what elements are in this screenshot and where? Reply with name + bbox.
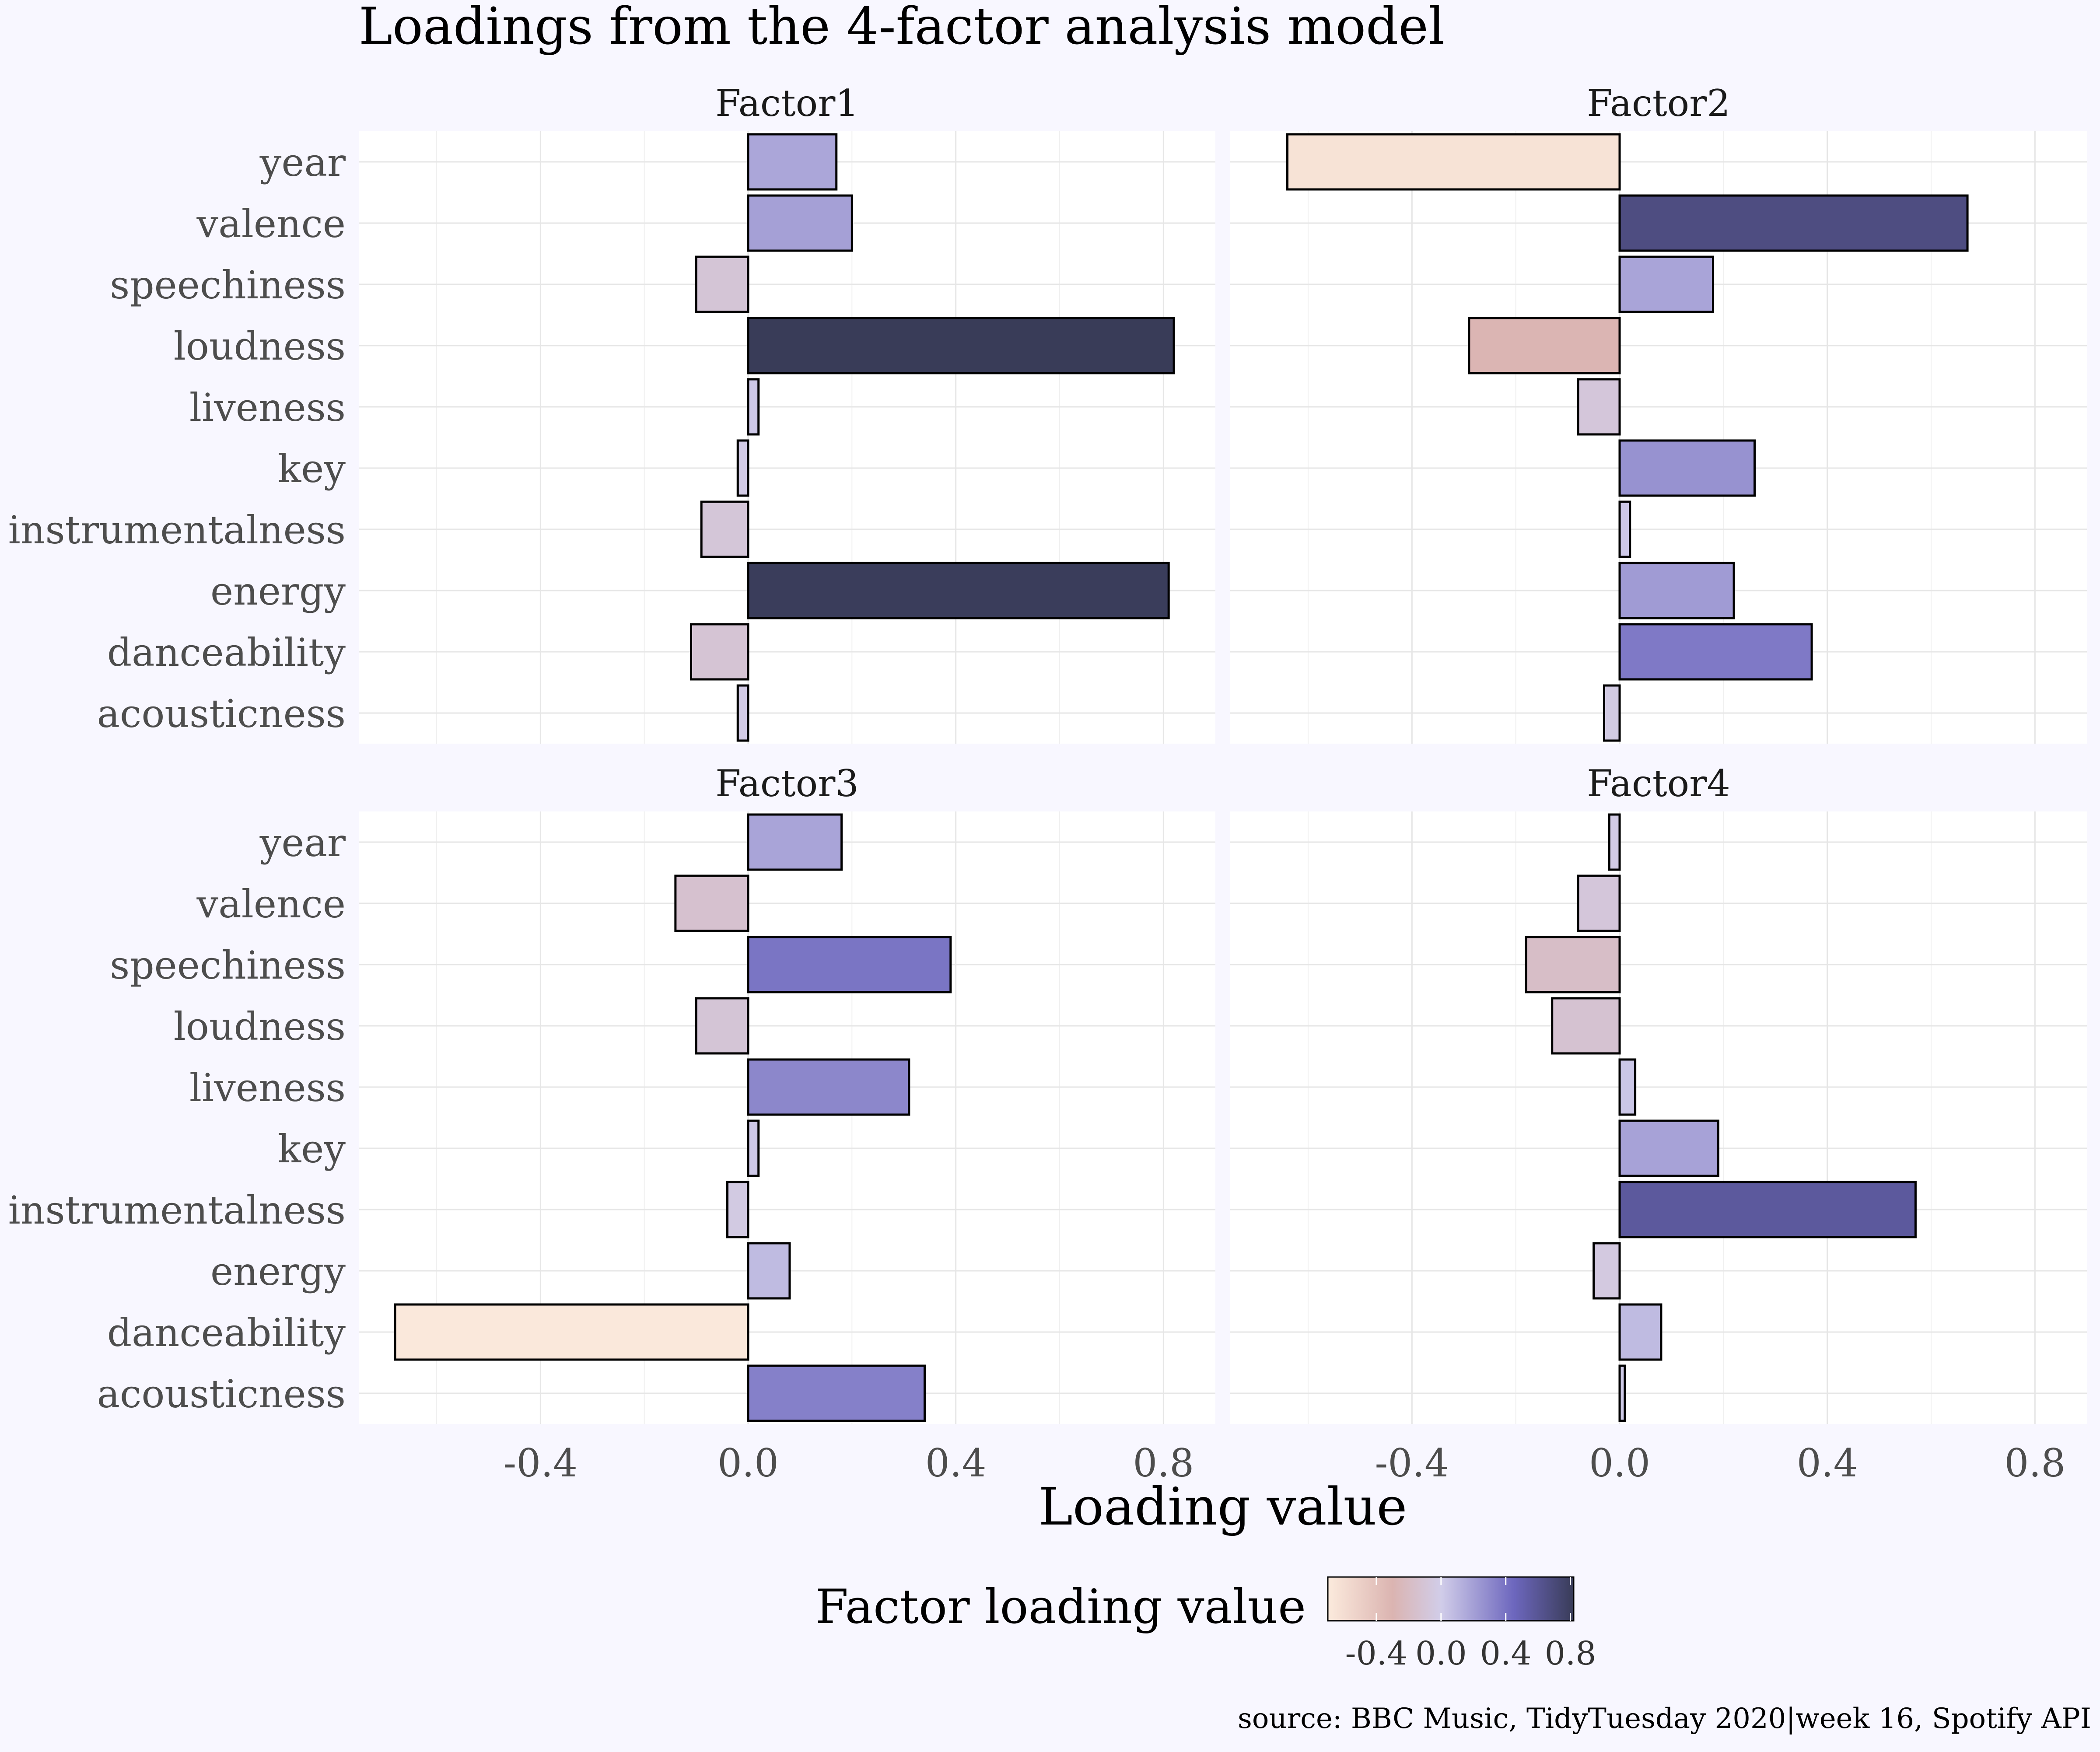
legend-tick-label: -0.4 — [1345, 1635, 1408, 1672]
y-tick-label: loudness — [174, 1004, 346, 1049]
bar-danceability — [1618, 1303, 1662, 1361]
y-tick-label: danceability — [107, 630, 346, 675]
bar-year — [747, 813, 843, 871]
bar-year — [747, 133, 838, 191]
y-tick-label: valence — [196, 881, 346, 927]
bar-liveness — [747, 1058, 910, 1116]
y-tick-label: speechiness — [110, 262, 346, 308]
bar-speechiness — [1618, 255, 1715, 313]
y-tick-label: liveness — [189, 1065, 346, 1110]
bar-loudness — [695, 997, 749, 1055]
y-tick-label: loudness — [174, 324, 346, 369]
x-tick-label: -0.4 — [503, 1441, 578, 1486]
facet-panels: Factor1 year valence speechiness loudness liv… — [8, 82, 2087, 1486]
bar-danceability — [394, 1303, 749, 1361]
bar-speechiness — [1525, 936, 1621, 993]
y-tick-label: energy — [210, 1249, 346, 1294]
legend-tick-label: 0.0 — [1415, 1635, 1467, 1672]
bar-valence — [1618, 194, 1969, 252]
bar-instrumentalness — [726, 1181, 749, 1238]
y-tick-label: key — [278, 446, 346, 491]
bar-instrumentalness — [700, 500, 749, 558]
facet-strip-label: Factor3 — [715, 762, 859, 805]
y-tick-label: acousticness — [97, 1371, 346, 1416]
bar-instrumentalness — [1618, 1181, 1917, 1238]
facet-factor1: Factor1 year valence speechiness loudness liv… — [8, 82, 1215, 744]
facet-factor4: Factor4 -0.4 0.0 0.4 0.8 — [1230, 762, 2087, 1486]
facet-factor2: Factor2 — [1230, 82, 2087, 744]
bar-energy — [1592, 1242, 1621, 1300]
bar-loudness — [1551, 997, 1621, 1055]
y-tick-label: valence — [196, 201, 346, 246]
y-tick-label: year — [259, 820, 346, 865]
bar-valence — [1577, 874, 1621, 932]
bar-danceability — [690, 623, 749, 681]
bar-acousticness — [1618, 1364, 1626, 1422]
legend-tick-label: 0.4 — [1480, 1635, 1532, 1672]
bar-valence — [747, 194, 853, 252]
bar-speechiness — [747, 936, 952, 993]
bar-key — [747, 1119, 760, 1177]
bar-year — [1286, 133, 1621, 191]
bar-loudness — [1468, 317, 1621, 374]
legend-colorbar — [1327, 1576, 1575, 1622]
bar-acousticness — [1603, 684, 1621, 742]
legend-title: Factor loading value — [816, 1580, 1306, 1634]
x-tick-label: 0.0 — [1589, 1441, 1650, 1486]
y-tick-label: liveness — [189, 385, 346, 430]
bar-liveness — [747, 378, 760, 436]
x-axis-title: Loading value — [1039, 1476, 1407, 1537]
bar-key — [1618, 439, 1756, 497]
bar-liveness — [1577, 378, 1621, 436]
bar-acousticness — [747, 1364, 926, 1422]
bar-energy — [747, 562, 1170, 619]
bar-danceability — [1618, 623, 1813, 681]
y-tick-label: energy — [210, 569, 346, 614]
bar-acousticness — [736, 684, 749, 742]
facet-strip-label: Factor1 — [715, 82, 859, 125]
chart-title: Loadings from the 4-factor analysis mode… — [359, 0, 1445, 56]
bar-year — [1608, 813, 1621, 871]
bar-liveness — [1618, 1058, 1637, 1116]
y-tick-label: instrumentalness — [8, 507, 346, 553]
bar-loudness — [747, 317, 1175, 374]
y-tick-label: danceability — [107, 1310, 346, 1355]
x-tick-label: 0.8 — [1133, 1441, 1194, 1486]
bar-key — [1618, 1119, 1719, 1177]
x-tick-label: 0.4 — [1797, 1441, 1858, 1486]
facet-factor3: Factor3 year valence speechiness loudness liv… — [8, 762, 1215, 1486]
y-tick-label: acousticness — [97, 691, 346, 736]
bar-energy — [747, 1242, 791, 1300]
y-tick-label: speechiness — [110, 943, 346, 988]
facet-strip-label: Factor4 — [1587, 762, 1730, 805]
y-tick-label: instrumentalness — [8, 1188, 346, 1233]
bar-speechiness — [695, 255, 749, 313]
x-tick-label: 0.4 — [925, 1441, 987, 1486]
bar-energy — [1618, 562, 1735, 619]
color-legend: -0.4 0.0 0.4 0.8 — [1327, 1576, 1596, 1672]
facet-strip-label: Factor2 — [1587, 82, 1730, 125]
x-tick-label: 0.0 — [718, 1441, 779, 1486]
bar-valence — [674, 874, 749, 932]
y-tick-label: year — [259, 140, 346, 185]
legend-tick-label: 0.8 — [1545, 1635, 1596, 1672]
bar-instrumentalness — [1618, 500, 1631, 558]
bar-key — [736, 439, 749, 497]
y-tick-label: key — [278, 1126, 346, 1171]
x-tick-label: -0.4 — [1375, 1441, 1449, 1486]
x-tick-label: 0.8 — [2004, 1441, 2065, 1486]
caption: source: BBC Music, TidyTuesday 2020|week… — [1238, 1703, 2091, 1735]
